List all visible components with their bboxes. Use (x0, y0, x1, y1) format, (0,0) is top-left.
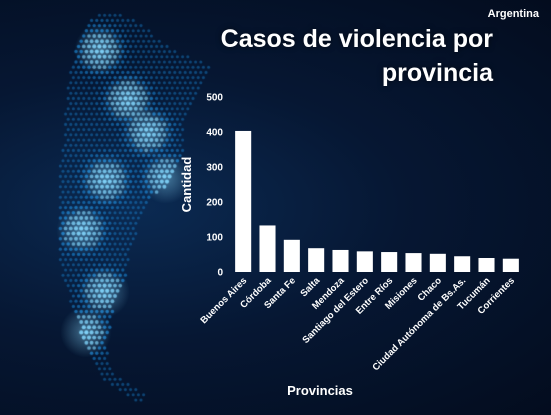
x-axis-title: Provincias (287, 383, 353, 398)
bar (235, 130, 252, 272)
bar (381, 252, 398, 272)
bar (478, 258, 495, 272)
y-tick-label: 300 (206, 163, 223, 174)
bars (235, 130, 519, 272)
country-label: Argentina (487, 8, 539, 20)
bar (308, 248, 325, 272)
y-tick-label: 500 (206, 93, 223, 104)
bar (502, 258, 519, 272)
title-line-2: provincia (381, 59, 493, 87)
y-tick-label: 100 (206, 233, 223, 244)
y-tick-label: 400 (206, 128, 223, 139)
y-axis-title: Cantidad (179, 157, 194, 213)
bar (283, 239, 300, 272)
bar (332, 249, 349, 272)
bar (356, 251, 373, 272)
y-tick-label: 200 (206, 198, 223, 209)
y-axis-ticks: 0 100 200 300 400 500 (206, 93, 223, 279)
bar (429, 253, 446, 272)
page-title: Casos de violencia por provincia (193, 22, 493, 90)
bar (454, 256, 471, 272)
title-line-1: Casos de violencia por (220, 25, 493, 53)
y-tick-label: 0 (217, 268, 223, 279)
bar (259, 225, 276, 272)
bar (405, 253, 422, 272)
